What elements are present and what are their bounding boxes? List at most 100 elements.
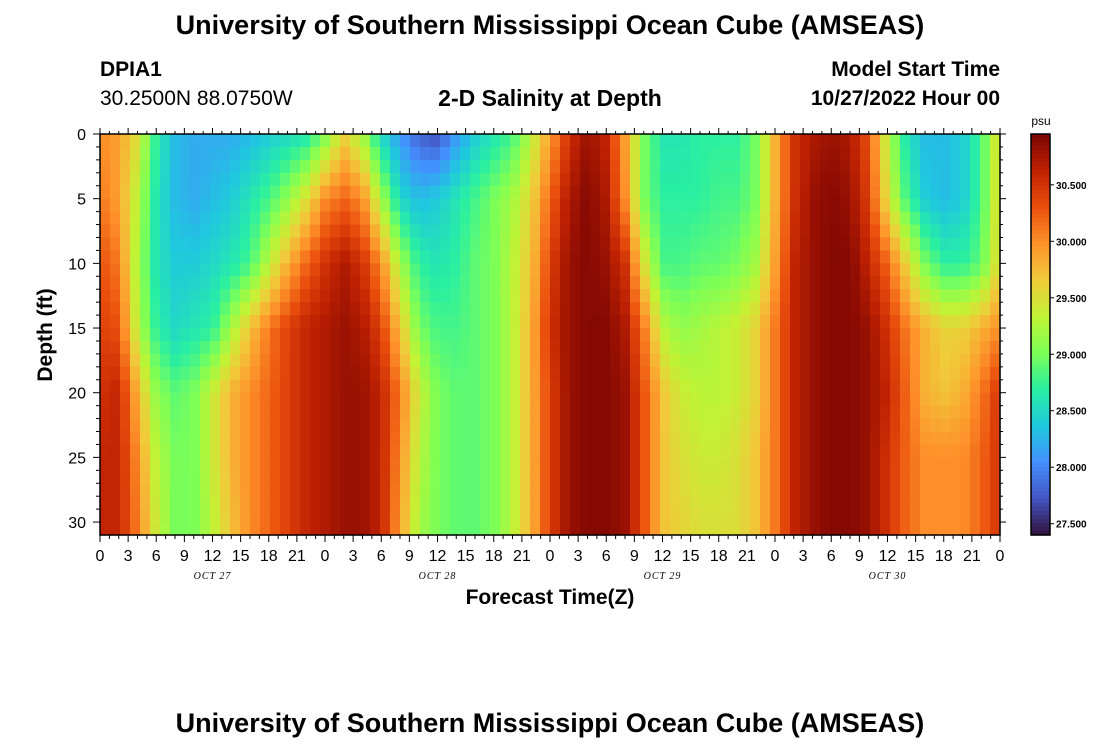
heatmap-cell <box>700 353 711 368</box>
heatmap-cell <box>430 198 441 213</box>
heatmap-cell <box>290 134 301 148</box>
heatmap-cell <box>200 483 211 497</box>
heatmap-cell <box>670 276 681 290</box>
heatmap-cell <box>830 509 841 523</box>
heatmap-cell <box>890 134 901 148</box>
heatmap-cell <box>110 289 121 303</box>
heatmap-cell <box>610 522 621 536</box>
heatmap-cell <box>620 366 631 381</box>
heatmap-cell <box>930 470 941 484</box>
heatmap-cell <box>560 457 571 471</box>
heatmap-cell <box>870 522 881 536</box>
heatmap-cell <box>770 405 781 420</box>
heatmap-cell <box>130 159 141 174</box>
heatmap-cell <box>260 302 271 316</box>
heatmap-cell <box>690 159 701 174</box>
heatmap-cell <box>490 172 501 187</box>
heatmap-cell <box>890 444 901 458</box>
heatmap-cell <box>710 263 721 277</box>
heatmap-cell <box>570 159 581 174</box>
heatmap-cell <box>410 276 421 290</box>
heatmap-cell <box>740 509 751 523</box>
heatmap-cell <box>530 198 541 213</box>
heatmap-cell <box>350 185 361 200</box>
heatmap-cell <box>880 509 891 523</box>
heatmap-cell <box>750 328 761 342</box>
heatmap-cell <box>820 418 831 433</box>
heatmap-cell <box>790 172 801 187</box>
heatmap-cell <box>140 211 151 226</box>
heatmap-cell <box>360 198 371 213</box>
heatmap-cell <box>900 289 911 303</box>
heatmap-cell <box>450 496 461 510</box>
heatmap-cell <box>140 444 151 458</box>
heatmap-cell <box>280 134 291 148</box>
heatmap-cell <box>840 211 851 226</box>
heatmap-cell <box>840 276 851 290</box>
heatmap-cell <box>140 250 151 264</box>
heatmap-cell <box>470 418 481 433</box>
heatmap-cell <box>870 250 881 264</box>
x-tick-label: 15 <box>907 548 925 565</box>
heatmap-cell <box>410 457 421 471</box>
heatmap-cell <box>270 263 281 277</box>
heatmap-cell <box>140 237 151 252</box>
heatmap-cell <box>150 224 161 239</box>
heatmap-cell <box>200 457 211 471</box>
heatmap-cell <box>190 353 201 368</box>
heatmap-cell <box>980 289 991 303</box>
heatmap-cell <box>830 224 841 239</box>
x-axis: 0 3 6 9 12 15 18 21 0 3 6 9 12 15 18 21 0 3 6 9 12 15 18 21 0 3 6 9… <box>96 128 1005 582</box>
heatmap-cell <box>450 159 461 174</box>
heatmap-cell <box>910 289 921 303</box>
heatmap-cell <box>970 328 981 342</box>
colorbar-swatch <box>1031 166 1050 171</box>
heatmap-cell <box>630 250 641 264</box>
heatmap-cell <box>440 431 451 446</box>
heatmap-cell <box>410 237 421 252</box>
heatmap-cell <box>400 483 411 497</box>
heatmap-cell <box>270 509 281 523</box>
heatmap-cell <box>940 315 951 329</box>
heatmap-cell <box>220 379 231 394</box>
heatmap-cell <box>340 392 351 407</box>
heatmap-cell <box>290 444 301 458</box>
heatmap-cell <box>760 198 771 213</box>
heatmap-cell <box>420 496 431 510</box>
heatmap-cell <box>540 457 551 471</box>
heatmap-cell <box>280 457 291 471</box>
heatmap-cell <box>220 263 231 277</box>
heatmap-cell <box>520 366 531 381</box>
heatmap-cell <box>900 315 911 329</box>
heatmap-cell <box>250 522 261 536</box>
heatmap-cell <box>410 509 421 523</box>
heatmap-cell <box>390 276 401 290</box>
heatmap-cell <box>970 392 981 407</box>
heatmap-cell <box>600 276 611 290</box>
heatmap-cell <box>610 159 621 174</box>
heatmap-cell <box>660 172 671 187</box>
heatmap-cell <box>330 289 341 303</box>
heatmap-cell <box>100 366 111 381</box>
heatmap-cell <box>260 392 271 407</box>
heatmap-cell <box>140 366 151 381</box>
heatmap-cell <box>880 496 891 510</box>
heatmap-cell <box>200 172 211 187</box>
heatmap-cell <box>950 470 961 484</box>
heatmap-cell <box>740 146 751 161</box>
heatmap-cell <box>900 522 911 536</box>
heatmap-cell <box>430 444 441 458</box>
heatmap-cell <box>840 146 851 161</box>
heatmap-cell <box>510 509 521 523</box>
heatmap-cell <box>400 496 411 510</box>
heatmap-cell <box>770 289 781 303</box>
heatmap-cell <box>580 224 591 239</box>
heatmap-cell <box>220 522 231 536</box>
heatmap-cell <box>600 418 611 433</box>
heatmap-cell <box>480 315 491 329</box>
heatmap-cell <box>660 185 671 200</box>
heatmap-cell <box>680 405 691 420</box>
colorbar-swatch <box>1031 482 1050 488</box>
heatmap-cell <box>300 198 311 213</box>
heatmap-cell <box>700 392 711 407</box>
